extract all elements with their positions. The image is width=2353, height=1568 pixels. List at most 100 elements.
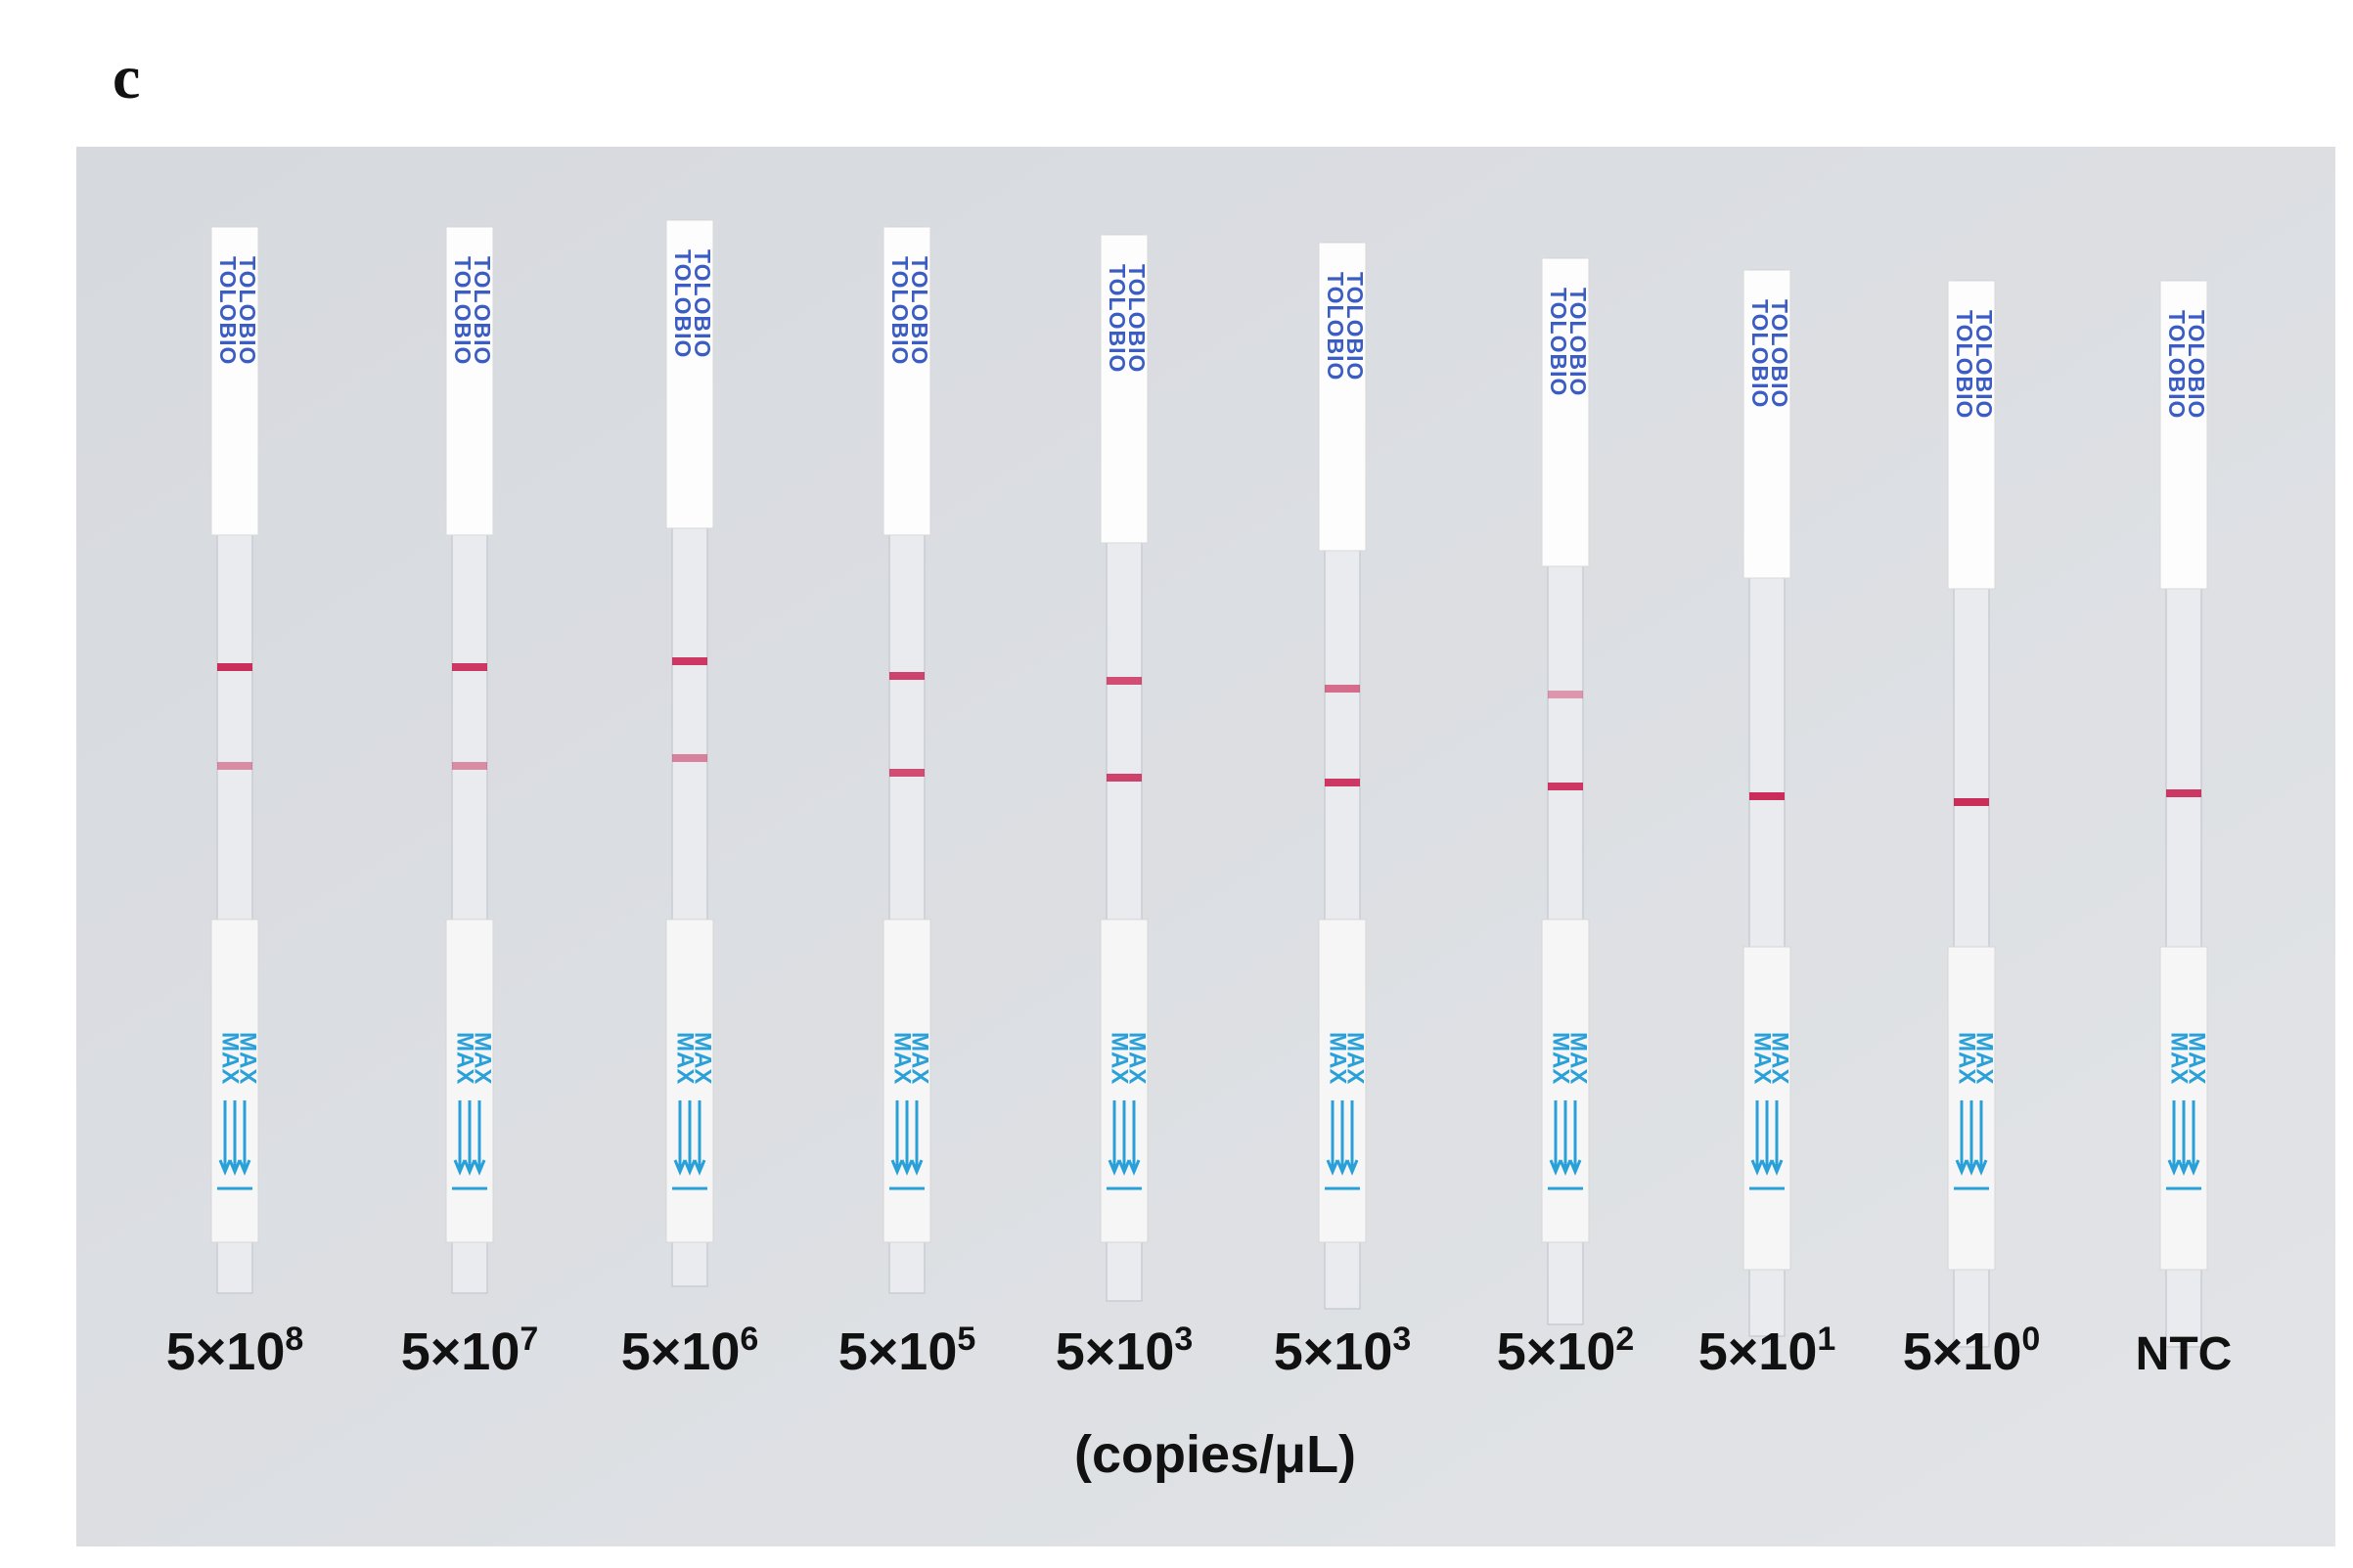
concentration-label: 5×107 [401,1321,539,1381]
label-base: 5×10 [1698,1322,1818,1381]
arrow-head [453,1159,467,1176]
max-text: MAX [470,1032,496,1084]
arrow-head [673,1159,687,1176]
arrow-head [1974,1159,1988,1176]
arrow-head [238,1159,251,1176]
control-line [1548,783,1583,790]
concentration-label: NTC [2136,1328,2233,1380]
max-text: MAX [217,1032,244,1084]
concentration-label: 5×106 [621,1321,759,1381]
brand-text: TOLOBIO [1565,288,1591,396]
arrow-head [2177,1159,2191,1176]
arrow-head [1965,1159,1978,1176]
sample-pad [665,219,714,529]
arrow-head [473,1159,486,1176]
label-base: 5×10 [1497,1322,1616,1381]
max-text: MAX [235,1032,261,1084]
test-line [452,663,487,671]
max-text: MAX [889,1032,916,1084]
concentration-label: 5×105 [838,1321,976,1381]
panel-label: c [113,42,140,112]
max-text: MAX [1767,1032,1793,1084]
label-exponent: 6 [740,1321,758,1358]
test-line [217,663,252,671]
test-line [672,657,707,665]
brand-text: TOLOBIO [887,256,913,365]
label-base: 5×10 [1056,1322,1175,1381]
label-exponent: 5 [957,1321,975,1358]
label-base: NTC [2136,1328,2233,1380]
arrow-head [1326,1159,1339,1176]
brand-text: TOLOBIO [235,256,260,365]
label-exponent: 0 [2021,1321,2040,1358]
arrow-head [890,1159,904,1176]
arrow-head [1335,1159,1349,1176]
arrow-head [683,1159,697,1176]
concentration-label: 5×101 [1698,1321,1836,1381]
control-line [1954,798,1989,806]
brand-text: TOLOBIO [215,256,241,365]
brand-text: TOLOBIO [907,256,932,365]
max-text: MAX [1749,1032,1776,1084]
concentration-label: 5×102 [1497,1321,1635,1381]
brand-text: TOLOBIO [1124,264,1150,373]
label-exponent: 7 [520,1321,538,1358]
sample-pad [210,226,259,536]
control-line [217,762,252,770]
brand-text: TOLOBIO [2184,310,2209,419]
max-text: MAX [1342,1032,1369,1084]
brand-text: TOLOBIO [1952,310,1977,419]
concentration-label: 5×103 [1274,1321,1412,1381]
brand-text: TOLOBIO [1971,310,1997,419]
max-text: MAX [1971,1032,1998,1084]
control-line [452,762,487,770]
control-line [2166,789,2201,797]
test-line [889,672,925,680]
arrow-head [1750,1159,1764,1176]
concentration-label: 5×108 [166,1321,304,1381]
brand-text: TOLOBIO [1546,288,1571,396]
max-text: MAX [690,1032,716,1084]
max-text: MAX [1107,1032,1133,1084]
strips: TOLOBIOTOLOBIOMAXMAX5×108TOLOBIOTOLOBIOM… [166,219,2233,1381]
label-exponent: 3 [1174,1321,1193,1358]
sample-pad [1541,257,1590,567]
brand-text: TOLOBIO [670,249,696,358]
arrow-head [218,1159,232,1176]
max-text: MAX [1548,1032,1574,1084]
max-text: MAX [1325,1032,1351,1084]
label-base: 5×10 [621,1322,741,1381]
sample-pad [445,226,494,536]
arrow-head [1549,1159,1562,1176]
max-text: MAX [2166,1032,2193,1084]
label-exponent: 2 [1615,1321,1634,1358]
sample-pad [1742,269,1791,579]
sample-pad [1947,280,1996,590]
arrow-head [900,1159,914,1176]
brand-text: TOLOBIO [1105,264,1130,373]
unit-caption: (copies/μL) [1074,1425,1356,1484]
max-text: MAX [907,1032,933,1084]
arrow-head [2167,1159,2181,1176]
arrow-head [693,1159,706,1176]
control-line [889,769,925,777]
brand-text: TOLOBIO [1767,299,1792,408]
arrow-head [1117,1159,1131,1176]
arrow-head [1108,1159,1121,1176]
max-text: MAX [1954,1032,1980,1084]
arrow-head [910,1159,924,1176]
arrow-head [1955,1159,1968,1176]
brand-text: TOLOBIO [1323,272,1348,381]
label-base: 5×10 [1274,1322,1393,1381]
brand-text: TOLOBIO [1747,299,1773,408]
arrow-head [2187,1159,2200,1176]
control-line [1107,774,1142,782]
control-line [1325,779,1360,786]
brand-text: TOLOBIO [450,256,475,365]
label-exponent: 8 [285,1321,303,1358]
